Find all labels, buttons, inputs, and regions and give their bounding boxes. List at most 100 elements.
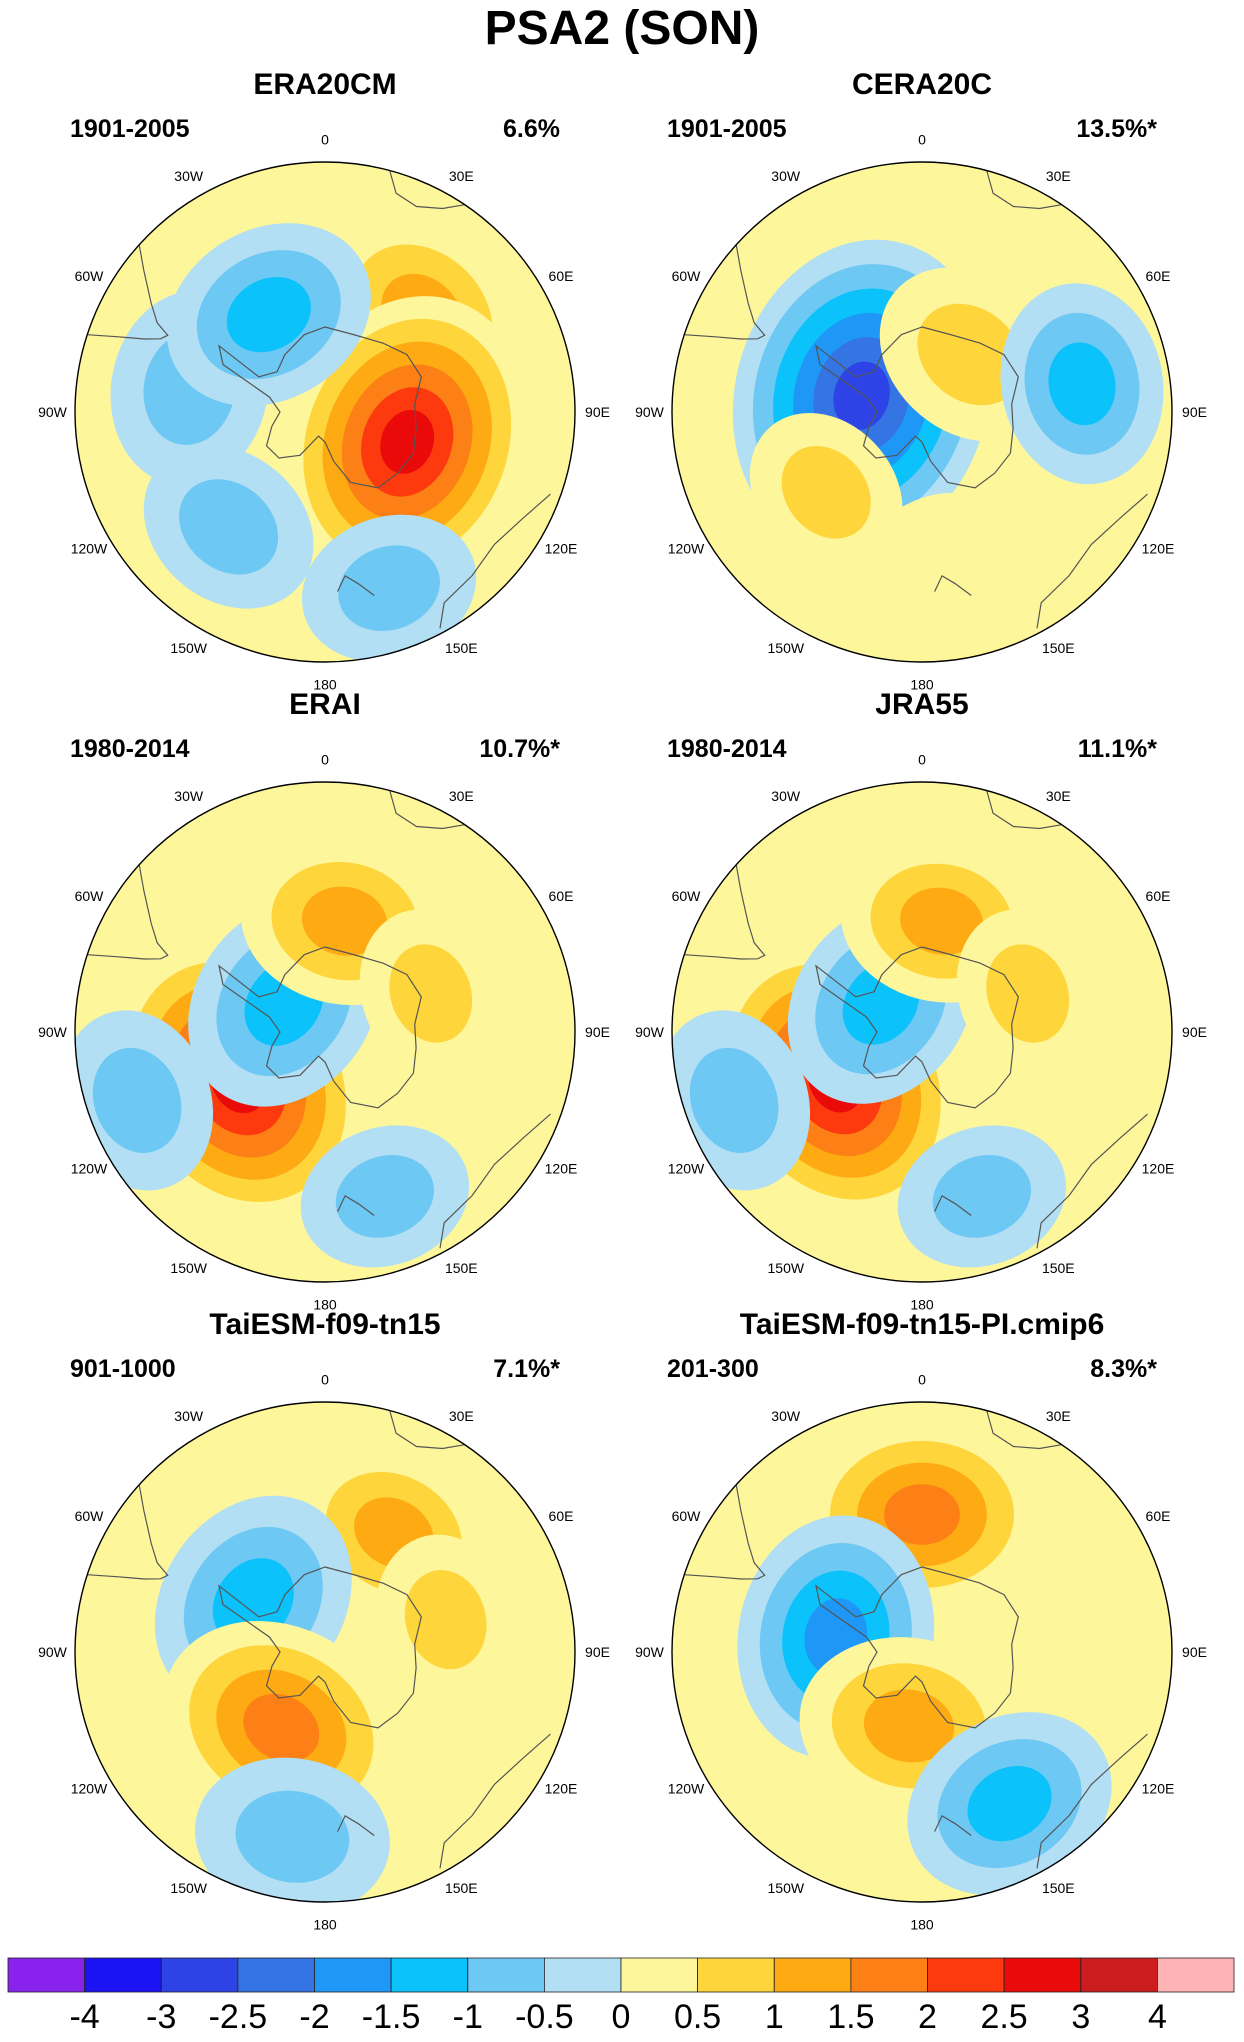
field	[672, 162, 1172, 662]
field	[75, 782, 575, 1282]
colorbar-tick-label: 0	[612, 1998, 631, 2036]
panel-variance: 13.5%*	[1076, 115, 1157, 143]
longitude-label: 0	[321, 132, 329, 148]
colorbar-swatch	[544, 1957, 622, 1993]
longitude-label: 180	[910, 1297, 934, 1313]
africa-coastline	[986, 170, 1062, 210]
longitude-label: 30E	[1046, 168, 1071, 184]
map-boundary	[74, 1401, 576, 1903]
panel-title: TaiESM-f09-tn15	[209, 1308, 440, 1341]
longitude-label: 60E	[1146, 268, 1171, 284]
longitude-label: 120E	[545, 540, 578, 556]
longitude-label: 150W	[768, 1880, 805, 1896]
field	[75, 1402, 575, 1902]
longitude-label: 60E	[1146, 1508, 1171, 1524]
anomaly-contour	[986, 944, 1070, 1043]
map-boundary	[671, 1401, 1173, 1903]
longitude-label: 90W	[38, 404, 68, 420]
south-america-coastline	[87, 864, 169, 960]
colorbar-swatch	[467, 1957, 545, 1993]
colorbar-swatch	[850, 1957, 928, 1993]
longitude-label: 0	[918, 1372, 926, 1388]
field	[672, 1402, 1172, 1902]
new-zealand-coastline	[934, 1814, 972, 1836]
australia-coastline	[439, 493, 551, 629]
new-zealand-coastline	[934, 1194, 972, 1216]
longitude-label: 150W	[170, 1260, 207, 1276]
longitude-label: 60W	[75, 1508, 105, 1524]
longitude-label: 120W	[71, 1780, 108, 1796]
longitude-label: 150E	[1042, 1260, 1075, 1276]
africa-coastline	[389, 1410, 465, 1450]
anomaly-contour	[967, 1765, 1052, 1842]
longitude-label: 120W	[668, 540, 705, 556]
colorbar-swatch	[1080, 1957, 1158, 1993]
longitude-label: 30W	[771, 168, 801, 184]
colorbar-tick-label: 0.5	[674, 1998, 721, 2036]
colorbar-tick-label: -2	[299, 1998, 329, 2036]
longitude-label: 60W	[75, 268, 105, 284]
anomaly-contour	[380, 409, 435, 474]
colorbar-tick-label: -1.5	[362, 1998, 421, 2036]
colorbar-tick-label: 1	[765, 1998, 784, 2036]
anomaly-contour	[781, 446, 871, 539]
longitude-label: 30E	[1046, 1408, 1071, 1424]
australia-coastline	[439, 1733, 551, 1869]
longitude-label: 30W	[771, 1408, 801, 1424]
anomaly-contour	[335, 1154, 435, 1238]
anomaly-contour	[833, 361, 890, 430]
longitude-label: 150E	[1042, 1880, 1075, 1896]
longitude-label: 180	[313, 677, 337, 693]
longitude-label: 180	[313, 1297, 337, 1313]
antarctica-coastline	[218, 946, 422, 1109]
longitude-label: 150E	[445, 1880, 478, 1896]
longitude-label: 150W	[170, 1880, 207, 1896]
map-panel: JRA55 1980-2014 11.1%* 0 30E 60E 90E 120E 150E 18…	[635, 688, 1207, 1313]
anomaly-contour	[301, 886, 388, 956]
longitude-label: 0	[918, 752, 926, 768]
antarctica-coastline	[218, 326, 422, 489]
colorbar-swatch	[7, 1957, 85, 1993]
longitude-label: 60E	[549, 888, 574, 904]
longitude-label: 60W	[672, 268, 702, 284]
longitude-label: 120W	[71, 540, 108, 556]
australia-coastline	[1036, 1733, 1148, 1869]
anomaly-contour	[1048, 342, 1116, 426]
new-zealand-coastline	[337, 1194, 375, 1216]
panel-period: 1980-2014	[70, 735, 190, 763]
colorbar-swatch	[84, 1957, 162, 1993]
new-zealand-coastline	[337, 574, 375, 596]
longitude-label: 30E	[449, 1408, 474, 1424]
panel-title: ERAI	[289, 688, 361, 721]
panel-variance: 7.1%*	[493, 1355, 560, 1383]
panel-period: 201-300	[667, 1355, 759, 1383]
map-panel: TaiESM-f09-tn15-PI.cmip6 201-300 8.3%* 0 30E…	[635, 1308, 1207, 1933]
longitude-label: 120E	[1142, 1160, 1175, 1176]
longitude-label: 120W	[668, 1160, 705, 1176]
longitude-label: 150W	[768, 640, 805, 656]
colorbar-swatch	[620, 1957, 698, 1993]
anomaly-contour	[884, 1484, 960, 1545]
colorbar-swatch	[927, 1957, 1005, 1993]
panel-title: CERA20C	[852, 68, 992, 101]
longitude-label: 60W	[75, 888, 105, 904]
anomaly-contour	[226, 276, 311, 353]
longitude-label: 90W	[635, 404, 665, 420]
panel-variance: 10.7%*	[479, 735, 560, 763]
longitude-label: 150E	[1042, 640, 1075, 656]
colorbar-tick-label: -2.5	[209, 1998, 268, 2036]
colorbar-swatch	[390, 1957, 469, 1993]
longitude-label: 90E	[585, 1024, 610, 1040]
new-zealand-coastline	[337, 1814, 375, 1836]
colorbar-tick-label: -1	[453, 1998, 483, 2036]
longitude-label: 180	[910, 677, 934, 693]
south-america-coastline	[87, 1484, 169, 1580]
antarctica-coastline	[815, 1566, 1019, 1729]
longitude-label: 0	[321, 1372, 329, 1388]
map-panel: CERA20C 1901-2005 13.5%* 0 30E 60E 90E 120E 150E…	[635, 68, 1207, 693]
panel-variance: 11.1%*	[1078, 735, 1158, 763]
longitude-label: 90W	[635, 1644, 665, 1660]
map-boundary	[74, 161, 576, 663]
colorbar: -4 -3 -2.5 -2 -1.5 -1 -0.5 0 0.5 1 1.5 2 2.5 3 4	[7, 1957, 1235, 2036]
